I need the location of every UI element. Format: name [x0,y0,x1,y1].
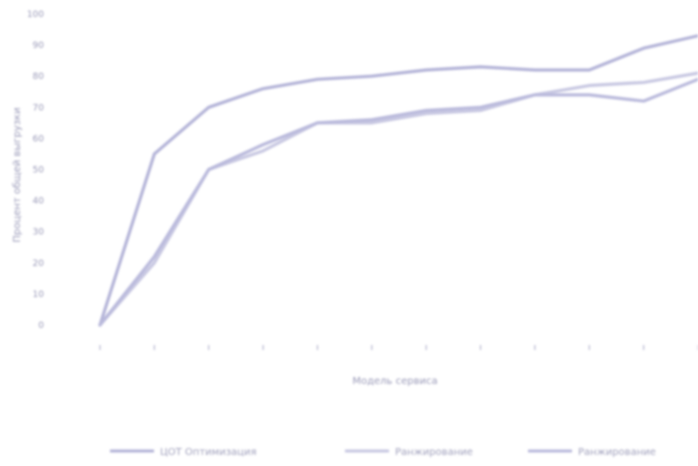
series-line-1 [98,34,698,327]
y-axis-title: Процент общей выгрузки [12,107,23,242]
legend-label-2: Ранжирование [395,447,473,458]
y-tick-label: 100 [27,10,44,20]
series-lines [98,34,698,327]
x-axis-title: Модель сервиса [352,376,437,387]
legend-label-1: ЦОТ Оптимизация [160,447,256,458]
y-tick-label: 10 [33,290,45,300]
y-tick-label: 80 [33,72,45,82]
y-tick-label: 70 [33,103,45,113]
y-axis: 0 10 20 30 40 50 60 70 80 90 100 [27,10,44,331]
legend: ЦОТ Оптимизация Ранжирование Ранжирование [110,447,656,458]
x-axis [99,345,698,350]
y-tick-label: 0 [38,321,44,331]
y-tick-label: 30 [33,228,45,238]
y-tick-label: 40 [33,197,45,207]
y-tick-label: 50 [33,166,45,176]
y-tick-label: 20 [33,259,45,269]
y-tick-label: 60 [33,134,45,144]
legend-label-3: Ранжирование [578,447,656,458]
series-line-3 [98,77,698,327]
y-tick-label: 90 [33,41,45,51]
